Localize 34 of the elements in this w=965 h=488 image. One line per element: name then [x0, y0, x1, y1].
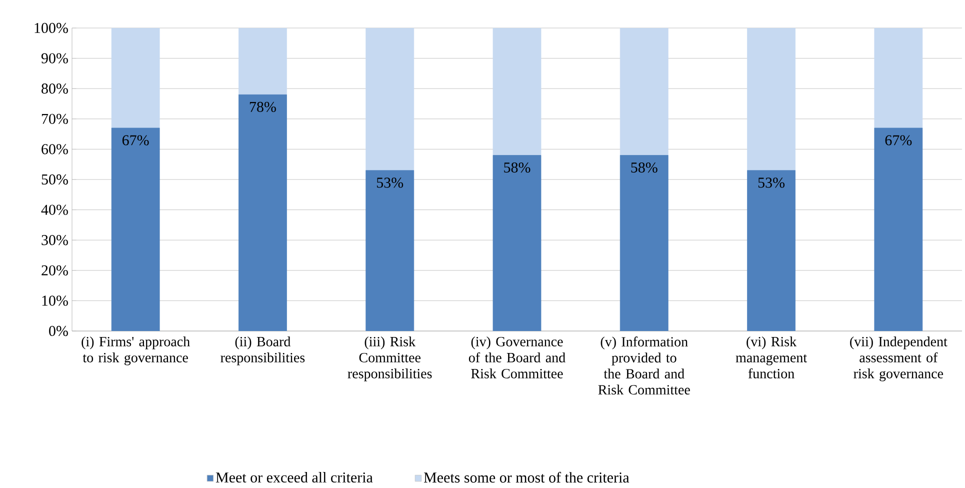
y-tick-label: 0%: [49, 326, 68, 336]
legend-label: Meet or exceed all criteria: [216, 472, 373, 483]
y-tick-label: 80%: [42, 84, 68, 94]
bar: [874, 28, 923, 128]
x-tick-label: (vi) Risk management function: [736, 336, 807, 378]
data-label: 78%: [250, 102, 276, 112]
x-tick-label: (i) Firms' approach to risk governance: [82, 336, 190, 366]
bar: [620, 28, 668, 156]
y-tick-label: 50%: [42, 174, 68, 185]
bar: [111, 28, 160, 128]
data-label: 53%: [758, 178, 785, 188]
x-tick-label: (vii) Independent assessment of risk governance: [850, 336, 948, 382]
data-label: 58%: [504, 162, 530, 173]
x-tick-label: (iii) Risk Committee responsibilities: [348, 336, 432, 382]
x-tick-label: (ii) Board responsibilities: [220, 336, 305, 366]
y-tick-label: 10%: [42, 296, 68, 306]
y-tick-label: 100%: [34, 22, 68, 34]
data-label: 67%: [885, 135, 912, 146]
data-label: 53%: [376, 178, 404, 188]
data-label: 58%: [631, 162, 658, 173]
y-tick-label: 20%: [42, 265, 68, 276]
y-tick-label: 30%: [42, 235, 68, 246]
y-tick-label: 90%: [41, 53, 68, 64]
legend-label: Meets some or most of the criteria: [424, 472, 630, 483]
x-tick-label: (v) Information provided to the Board and Risk Committee: [598, 336, 690, 395]
bar: [238, 28, 287, 95]
bar: [492, 28, 542, 156]
bar: [747, 28, 796, 171]
data-label: 67%: [122, 135, 149, 146]
y-tick-label: 70%: [42, 114, 68, 124]
y-tick-label: 40%: [41, 204, 68, 215]
bar: [366, 28, 414, 171]
y-tick-label: 60%: [42, 144, 68, 154]
x-tick-label: (iv) Governance of the Board and Risk Committee: [468, 336, 566, 378]
